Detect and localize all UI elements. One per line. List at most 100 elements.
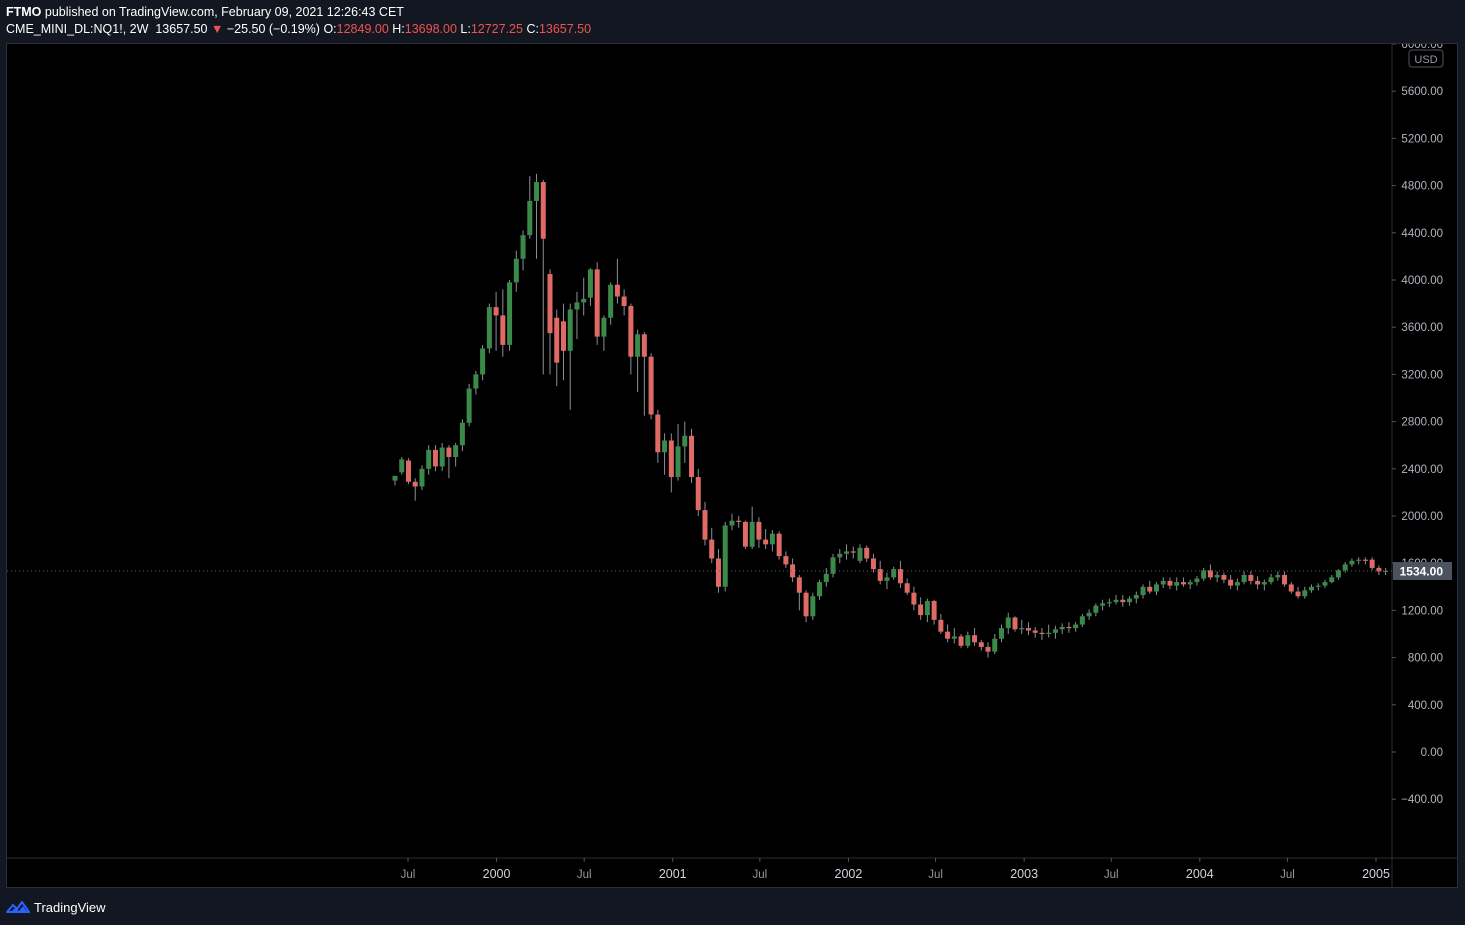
- candle-down: [1147, 586, 1153, 592]
- candle-up: [830, 557, 836, 574]
- tradingview-logo-icon: [6, 901, 30, 913]
- candle-down: [689, 435, 695, 478]
- symbol-legend: CME_MINI_DL:NQ1!, 2W 13657.50 ▼ −25.50 (…: [6, 22, 591, 38]
- candle-down: [972, 635, 978, 643]
- candle-down: [446, 447, 452, 457]
- candlestick-chart[interactable]: USD 6000.00 5600.00 5200.00 4800.00 4400.00 40…: [7, 44, 1457, 887]
- tradingview-brand[interactable]: TradingView: [6, 897, 106, 917]
- candle-down: [1120, 599, 1126, 603]
- candle-up: [1214, 575, 1220, 578]
- candle-up: [1201, 570, 1207, 579]
- candle-down: [412, 481, 418, 487]
- candle-down: [1207, 570, 1213, 578]
- candle-down: [655, 414, 661, 453]
- y-tick-label: 4400.00: [1401, 228, 1443, 240]
- chart-pane[interactable]: USD 6000.00 5600.00 5200.00 4800.00 4400.00 40…: [6, 43, 1458, 888]
- candle-down: [904, 583, 910, 593]
- author-name[interactable]: FTMO: [6, 5, 42, 19]
- candle-down: [1012, 617, 1018, 630]
- y-tick-label: 3600.00: [1401, 322, 1443, 334]
- last-price-tag: [1393, 561, 1452, 580]
- published-text: published on TradingView.com, February 0…: [44, 5, 404, 19]
- candle-down: [790, 564, 796, 578]
- candle-up: [480, 348, 486, 375]
- candle-up: [1046, 632, 1052, 634]
- y-tick-label: 5200.00: [1401, 133, 1443, 145]
- last-price: 13657.50: [155, 22, 208, 36]
- candle-down: [918, 604, 924, 616]
- candle-down: [641, 334, 647, 357]
- y-tick-label: 0.00: [1421, 747, 1443, 759]
- candle-up: [1019, 628, 1025, 630]
- candle-up: [1356, 559, 1362, 561]
- x-tick-label: 2002: [835, 867, 863, 881]
- candle-down: [783, 556, 789, 565]
- candle-up: [1349, 560, 1355, 565]
- candle-down: [1066, 626, 1072, 629]
- candle-down: [547, 274, 553, 334]
- x-tick-label: 2000: [483, 867, 511, 881]
- candle-down: [796, 577, 802, 593]
- candle-down: [695, 477, 701, 511]
- candle-down: [1295, 591, 1301, 597]
- candle-up: [1275, 575, 1281, 578]
- candle-up: [520, 235, 526, 259]
- candle-up: [1154, 584, 1160, 592]
- currency-badge: [1408, 49, 1444, 68]
- candle-up: [1268, 577, 1274, 583]
- low-value: 12727.25: [470, 22, 523, 36]
- candle-down: [877, 569, 883, 581]
- candle-up: [392, 475, 398, 481]
- candle-up: [884, 577, 890, 581]
- candle-up: [992, 638, 998, 652]
- candle-down: [931, 600, 937, 620]
- candle-up: [1073, 624, 1079, 629]
- candle-up: [399, 459, 405, 473]
- candle-up: [965, 635, 971, 646]
- candle-down: [776, 533, 782, 557]
- candle-down: [736, 520, 742, 522]
- candle-down: [405, 460, 411, 482]
- candle-down: [756, 521, 762, 540]
- candle-up: [729, 520, 735, 526]
- candle-up: [1329, 577, 1335, 583]
- candle-down: [540, 182, 546, 239]
- x-tick-label: 2004: [1186, 867, 1214, 881]
- candle-down: [621, 296, 627, 306]
- y-tick-label: 400.00: [1408, 700, 1443, 712]
- candle-up: [513, 258, 519, 283]
- candle-up: [1342, 564, 1348, 571]
- candle-up: [1113, 599, 1119, 603]
- candle-down: [1255, 580, 1261, 585]
- candle-up: [486, 307, 492, 349]
- candle-up: [1234, 582, 1240, 586]
- candle-up: [662, 440, 668, 453]
- down-arrow-icon: ▼: [210, 22, 224, 36]
- y-tick-label: 5600.00: [1401, 86, 1443, 98]
- y-tick-label: 6000.00: [1401, 44, 1443, 51]
- x-tick-label: Jul: [1104, 869, 1119, 881]
- y-tick-label: 3200.00: [1401, 369, 1443, 381]
- candle-up: [1140, 586, 1146, 596]
- candle-up: [1005, 617, 1011, 629]
- candle-up: [999, 628, 1005, 639]
- candle-down: [897, 569, 903, 584]
- candle-up: [1194, 578, 1200, 583]
- candle-up: [1322, 582, 1328, 586]
- y-tick-label: 2400.00: [1401, 464, 1443, 476]
- candle-up: [749, 521, 755, 547]
- candle-up: [534, 182, 540, 201]
- candle-down: [870, 558, 876, 570]
- candle-down: [1180, 582, 1186, 585]
- publish-info: FTMO published on TradingView.com, Febru…: [6, 5, 404, 21]
- candle-down: [715, 558, 721, 587]
- candle-down: [911, 592, 917, 605]
- candle-down: [1228, 579, 1234, 586]
- candle-up: [1079, 616, 1085, 625]
- candle-up: [453, 445, 459, 457]
- currency-label: USD: [1414, 54, 1437, 66]
- low-label: L:: [460, 22, 471, 36]
- last-price-label: 1534.00: [1400, 564, 1444, 578]
- candle-up: [769, 533, 775, 545]
- candle-down: [938, 619, 944, 632]
